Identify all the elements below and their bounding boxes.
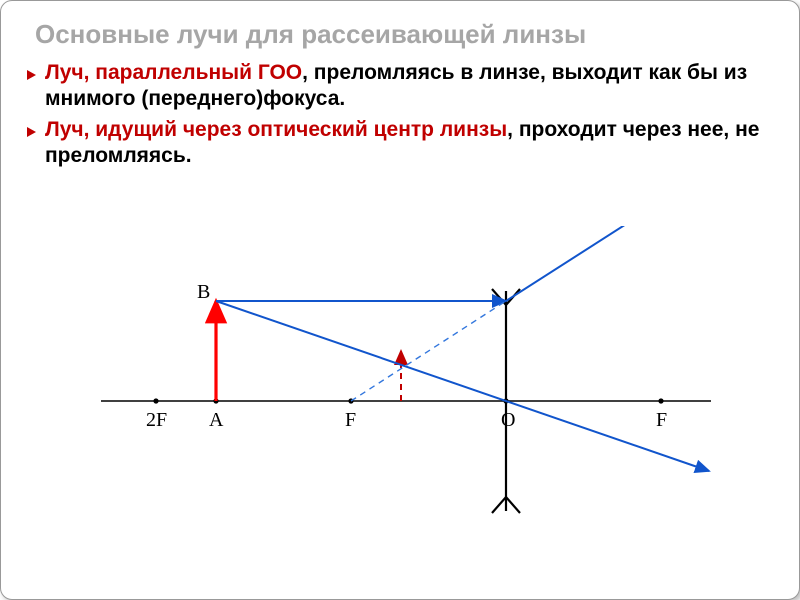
bullet-2-accent: Луч, идущий через оптический центр линзы: [45, 118, 507, 141]
label-A: A: [209, 409, 223, 432]
label-Fr: F: [656, 409, 667, 432]
slide-title: Основные лучи для рассеивающей линзы: [35, 19, 777, 50]
optics-diagram: 2F A B F O F: [101, 226, 711, 566]
label-2F: 2F: [146, 409, 167, 432]
bullet-1: Луч, параллельный ГОО, преломляясь в лин…: [23, 60, 777, 113]
bullet-list: Луч, параллельный ГОО, преломляясь в лин…: [23, 60, 777, 169]
bullet-1-accent: Луч, параллельный ГОО: [45, 61, 302, 84]
label-O: O: [501, 409, 515, 432]
label-B: B: [197, 281, 210, 304]
diagram-svg: [101, 226, 711, 566]
label-Fl: F: [345, 409, 356, 432]
bullet-2: Луч, идущий через оптический центр линзы…: [23, 117, 777, 170]
